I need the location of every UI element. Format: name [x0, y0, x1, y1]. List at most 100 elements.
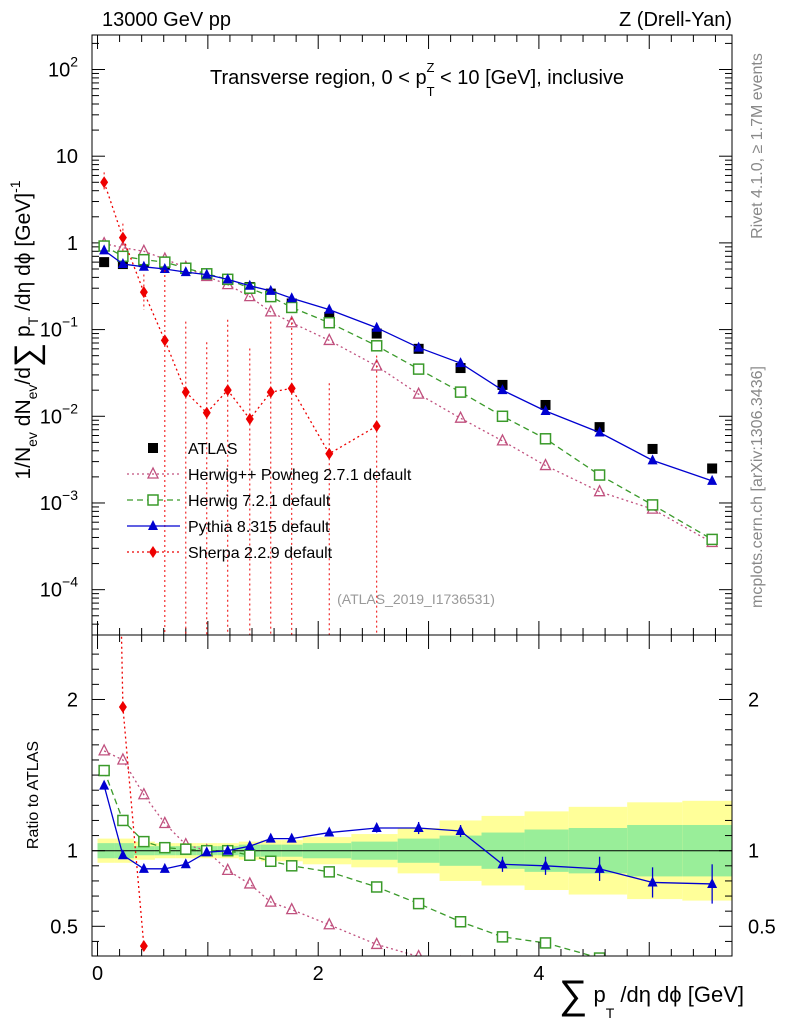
ratio-y-tick-label: 1 — [67, 841, 78, 863]
ratio-y-axis-label: Ratio to ATLAS — [25, 741, 42, 849]
data-point — [413, 341, 424, 352]
ratio-data-point — [265, 832, 276, 843]
ratio-data-point — [647, 876, 658, 887]
rivet-version-label: Rivet 4.1.0, ≥ 1.7M events — [749, 53, 766, 239]
data-point — [454, 410, 467, 423]
data-point — [323, 332, 336, 346]
main-title-sub: T — [427, 84, 435, 99]
data-point — [370, 358, 383, 371]
ratio-data-point — [243, 876, 256, 889]
data-point — [117, 258, 128, 269]
ratio-data-point — [707, 877, 718, 888]
ratio-data-point — [117, 814, 129, 827]
ratio-data-point — [323, 917, 336, 930]
ratio-data-point — [460, 955, 461, 956]
data-point — [412, 386, 425, 399]
data-point — [99, 244, 110, 255]
ratio-data-point — [158, 816, 171, 829]
header-left-title: 13000 GeV pp — [102, 9, 231, 31]
legend: ATLAS Herwig++ Powheg 2.7.1 default Herwig… — [127, 441, 412, 562]
x-tick-label: 4 — [533, 963, 544, 985]
ratio-data-point — [455, 825, 466, 836]
data-point — [325, 447, 334, 460]
legend-label: ATLAS — [188, 441, 238, 458]
data-point — [265, 284, 276, 295]
ratio-series-line — [120, 635, 145, 947]
ratio-data-point — [159, 841, 171, 854]
ratio-series-pythia-8-315-default — [99, 779, 718, 904]
data-point — [593, 484, 606, 497]
ratio-data-point — [285, 902, 298, 915]
ratio-y-tick-label: 2 — [67, 689, 78, 711]
data-point — [646, 499, 659, 511]
ratio-data-point — [159, 862, 170, 873]
series-line — [104, 243, 713, 544]
ratio-data-point — [138, 835, 150, 848]
ratio-data-point — [201, 846, 212, 857]
ratio-y-tick-label: 0.5 — [50, 916, 78, 938]
data-point — [159, 262, 170, 273]
header-right-title: Z (Drell-Yan) — [619, 9, 732, 31]
data-point — [647, 443, 658, 454]
main-y-tick-label: 10−3 — [40, 487, 78, 515]
data-point — [243, 289, 256, 302]
ratio-data-point — [98, 743, 111, 756]
data-point — [496, 433, 509, 446]
ratio-data-point — [99, 779, 110, 790]
data-point — [539, 458, 552, 471]
ratio-data-point — [118, 701, 127, 714]
main-x-ticks — [97, 35, 716, 635]
main-y-axis-label: 1/Nev dNev/d∑ pT /dη dϕ [GeV]-1 — [7, 180, 46, 479]
data-point — [118, 231, 127, 244]
data-point — [285, 301, 298, 314]
main-panel: Transverse region, 0 < pTZ < 10 [GeV], i… — [7, 34, 733, 636]
ratio-data-point — [180, 858, 191, 869]
series-pythia-8-315-default — [99, 244, 718, 485]
ratio-data-point — [540, 859, 551, 870]
data-point — [593, 469, 606, 481]
data-point — [201, 268, 212, 279]
x-tick-label: 2 — [313, 963, 324, 985]
data-point — [455, 357, 466, 368]
legend-entry: Sherpa 2.2.9 default — [127, 545, 333, 562]
legend-marker — [148, 520, 158, 530]
ratio-panel-frame — [91, 634, 733, 957]
data-point — [160, 334, 169, 347]
ratio-data-point — [539, 937, 552, 949]
main-series-group — [98, 172, 719, 635]
data-point — [455, 363, 466, 374]
ratio-y-tick-label-right: 0.5 — [748, 916, 776, 938]
data-point — [324, 311, 335, 322]
ratio-data-point — [370, 936, 383, 950]
ratio-data-point — [117, 849, 128, 860]
ratio-data-point — [265, 855, 277, 868]
main-title-sup: Z — [427, 60, 435, 75]
ratio-data-point — [454, 916, 467, 928]
ratio-y-ticks: 0.5 0.5 1 1 2 2 — [50, 653, 776, 942]
main-y-tick-label: 102 — [48, 53, 78, 81]
data-point — [285, 315, 298, 328]
data-point — [266, 386, 275, 399]
legend-marker — [149, 546, 157, 558]
ratio-y-tick-label-right: 1 — [748, 841, 759, 863]
legend-entry: Pythia 8.315 default — [127, 519, 330, 536]
data-point — [647, 454, 658, 465]
legend-label: Pythia 8.315 default — [188, 519, 330, 536]
legend-marker — [146, 466, 160, 479]
ratio-data-point — [497, 858, 508, 869]
analysis-watermark: (ATLAS_2019_I1736531) — [337, 591, 495, 607]
ratio-series-herwig-7-2-1-default — [98, 764, 606, 956]
ratio-data-point — [137, 787, 150, 800]
ratio-data-point — [413, 822, 424, 833]
x-axis-label: ∑ pT /dη dϕ [GeV] — [559, 973, 744, 1021]
data-point — [286, 292, 297, 303]
data-point — [323, 316, 335, 329]
ratio-data-point — [412, 897, 425, 910]
legend-label: Herwig 7.2.1 default — [188, 493, 331, 510]
legend-marker — [148, 443, 158, 453]
legend-entry: Herwig++ Powheg 2.7.1 default — [127, 466, 412, 484]
data-point — [324, 303, 335, 314]
ratio-data-point — [370, 881, 383, 893]
ratio-data-point — [371, 822, 382, 833]
data-point — [139, 286, 148, 299]
